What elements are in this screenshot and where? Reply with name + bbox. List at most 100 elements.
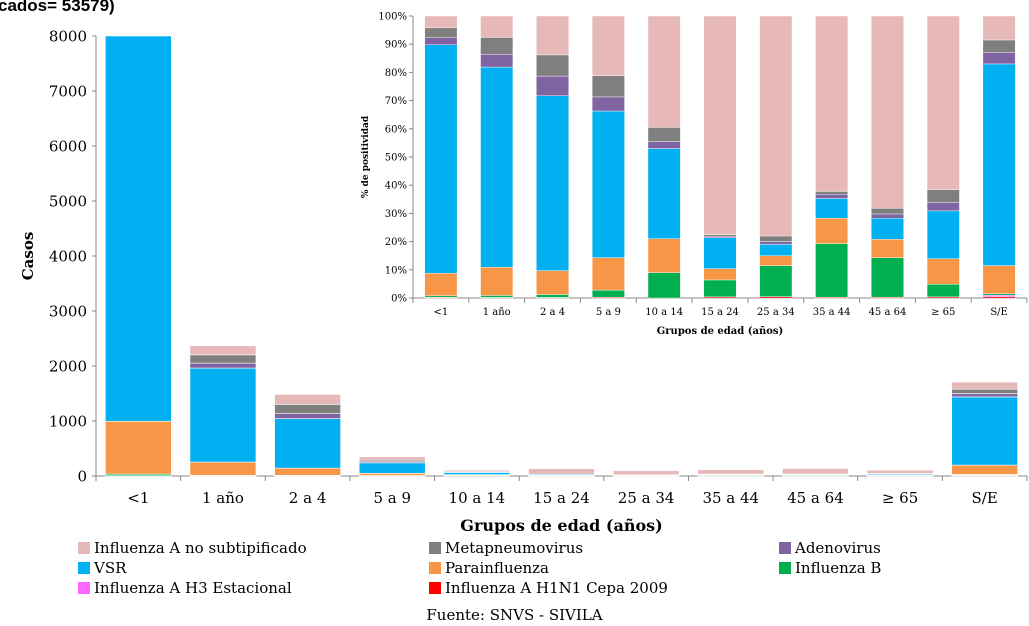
main-bar-segment bbox=[358, 473, 426, 476]
inset-bar-segment bbox=[536, 270, 569, 295]
inset-bar-segment bbox=[480, 15, 514, 38]
inset-bar-segment bbox=[536, 294, 569, 298]
inset-bar-segment bbox=[424, 15, 458, 29]
inset-bar-segment bbox=[815, 191, 849, 195]
main-bar-segment bbox=[612, 470, 680, 476]
inset-bar-segment bbox=[703, 15, 737, 236]
inset-x-axis-title: Grupos de edad (años) bbox=[657, 326, 784, 337]
inset-chart: 0% 10% 20% 30% 40% 50% 60% 70% 80% 90% 100% <1 1 año… bbox=[361, 12, 1028, 337]
main-bar-segment bbox=[189, 461, 257, 476]
legend-item: Influenza A no subtipificado bbox=[78, 540, 307, 556]
main-category-label: S/E bbox=[972, 489, 998, 507]
main-bar-segment bbox=[189, 345, 257, 356]
inset-y-tick-label: 60% bbox=[385, 124, 407, 135]
inset-bar-segment bbox=[591, 289, 625, 298]
inset-bar-segment bbox=[759, 241, 793, 245]
inset-bar-segment bbox=[647, 148, 681, 239]
inset-bar-segment bbox=[424, 44, 458, 274]
inset-bar-segment bbox=[871, 239, 904, 258]
main-bar-segment bbox=[951, 393, 1018, 398]
inset-category-label: 25 a 34 bbox=[757, 307, 795, 318]
main-category-label: 15 a 24 bbox=[533, 489, 590, 507]
inset-bar-segment bbox=[982, 294, 1016, 297]
legend-swatch bbox=[779, 562, 791, 574]
main-bar-segment bbox=[358, 462, 426, 474]
inset-bar-segment bbox=[982, 15, 1016, 41]
legend-label: VSR bbox=[94, 559, 127, 577]
main-bar-segment bbox=[274, 404, 341, 414]
main-category-label: 5 a 9 bbox=[373, 489, 411, 507]
inset-category-label: 2 a 4 bbox=[540, 307, 565, 318]
main-bar-segment bbox=[782, 468, 849, 475]
main-bar-segment bbox=[105, 420, 172, 475]
inset-bar-segment bbox=[703, 236, 737, 238]
inset-bar-segment bbox=[647, 127, 681, 142]
legend-label: Parainfluenza bbox=[445, 559, 549, 577]
inset-y-tick-label: 90% bbox=[385, 40, 407, 51]
main-category-label: 10 a 14 bbox=[449, 489, 506, 507]
inset-bar-segment bbox=[759, 244, 793, 256]
inset-bar-segment bbox=[759, 255, 793, 266]
inset-category-label: 45 a 64 bbox=[869, 307, 907, 318]
main-category-label: 35 a 44 bbox=[702, 489, 759, 507]
inset-bar-segment bbox=[815, 243, 849, 298]
inset-bar-segment bbox=[480, 66, 514, 268]
inset-bar-segment bbox=[759, 265, 793, 297]
inset-bar-segment bbox=[647, 15, 681, 128]
inset-bar-segment bbox=[536, 15, 569, 56]
main-y-tick-label: 5000 bbox=[49, 192, 87, 210]
main-category-label: 45 a 64 bbox=[787, 489, 844, 507]
inset-bar-segment bbox=[480, 54, 514, 68]
inset-bar-segment bbox=[871, 257, 904, 298]
main-bar-segment bbox=[443, 469, 511, 473]
inset-bar-segment bbox=[982, 63, 1016, 266]
legend-item: Parainfluenza bbox=[429, 560, 549, 576]
legend-label: Influenza A H1N1 Cepa 2009 bbox=[445, 579, 668, 597]
source-note: Fuente: SNVS - SIVILA bbox=[426, 606, 603, 624]
inset-bar-segment bbox=[480, 295, 514, 298]
main-y-tick-label: 8000 bbox=[49, 27, 87, 45]
legend-item: Influenza B bbox=[779, 560, 881, 576]
main-bar-segment bbox=[951, 464, 1018, 475]
inset-bar-segment bbox=[591, 96, 625, 112]
legend-item: Metapneumovirus bbox=[429, 540, 583, 556]
inset-bar-segment bbox=[871, 15, 904, 209]
inset-bar-segment bbox=[982, 52, 1016, 65]
main-bar-segment bbox=[105, 35, 172, 422]
inset-bar-segment bbox=[424, 295, 458, 298]
inset-category-label: S/E bbox=[990, 307, 1008, 318]
inset-bar-segment bbox=[759, 235, 793, 242]
inset-bar-segment bbox=[982, 39, 1016, 53]
main-y-tick-label: 4000 bbox=[49, 247, 87, 265]
legend-label: Influenza A no subtipificado bbox=[94, 539, 307, 557]
main-chart: 0 1000 2000 3000 4000 5000 6000 7000 8000 <1 1 año… bbox=[19, 27, 1028, 535]
inset-bar-segment bbox=[926, 15, 960, 190]
main-bar-segment bbox=[951, 388, 1018, 394]
inset-bar-segment bbox=[759, 15, 793, 237]
inset-y-tick-label: 70% bbox=[385, 96, 407, 107]
inset-category-label: ≥ 65 bbox=[931, 307, 955, 318]
main-bar-segment bbox=[274, 413, 341, 419]
main-bar-segment bbox=[443, 472, 511, 475]
main-bar-segment bbox=[528, 468, 595, 475]
main-bar-segment bbox=[951, 396, 1018, 466]
inset-y-tick-label: 0% bbox=[391, 294, 407, 305]
legend-item: Influenza A H1N1 Cepa 2009 bbox=[429, 580, 668, 596]
inset-bar-segment bbox=[591, 257, 625, 291]
main-y-tick-label: 3000 bbox=[49, 302, 87, 320]
inset-bar-segment bbox=[703, 268, 737, 281]
main-bar-segment bbox=[274, 394, 341, 405]
legend-item: VSR bbox=[78, 560, 126, 576]
main-category-label: 2 a 4 bbox=[289, 489, 327, 507]
main-bar-segment bbox=[274, 467, 341, 476]
main-category-label: 25 a 34 bbox=[618, 489, 675, 507]
main-category-label: 1 año bbox=[202, 489, 244, 507]
inset-bar-segment bbox=[647, 141, 681, 149]
legend-item: Influenza A H3 Estacional bbox=[78, 580, 292, 596]
inset-bar-segment bbox=[871, 213, 904, 219]
main-y-axis-title: Casos bbox=[19, 232, 37, 281]
inset-bar-segment bbox=[926, 189, 960, 203]
main-bar-segment bbox=[358, 456, 426, 461]
legend-swatch bbox=[78, 582, 90, 594]
